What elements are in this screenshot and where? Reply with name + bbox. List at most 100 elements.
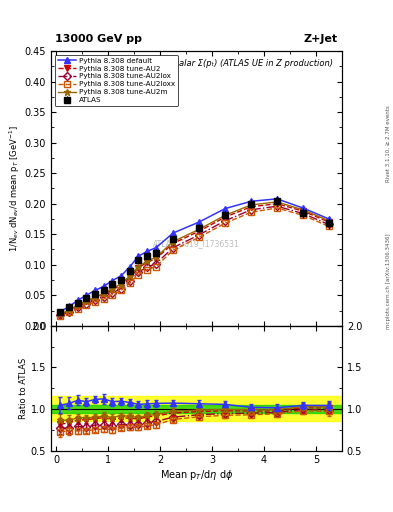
Pythia 8.308 default (76, 297, 81, 303)
Pythia 8.308 tune-AU2loxx (76, 306, 81, 312)
Pythia 8.308 tune-AU2loxx (327, 223, 331, 229)
Pythia 8.308 default (171, 230, 176, 236)
Pythia 8.308 default (110, 278, 115, 284)
Pythia 8.308 default (145, 248, 149, 254)
Pythia 8.308 tune-AU2 (102, 291, 107, 297)
Pythia 8.308 tune-AU2m (249, 202, 253, 208)
Pythia 8.308 tune-AU2loxx (145, 267, 149, 273)
Legend: Pythia 8.308 default, Pythia 8.308 tune-AU2, Pythia 8.308 tune-AU2lox, Pythia 8.: Pythia 8.308 default, Pythia 8.308 tune-… (55, 55, 178, 106)
Pythia 8.308 default (154, 245, 158, 251)
Pythia 8.308 tune-AU2m (154, 254, 158, 261)
Text: 13000 GeV pp: 13000 GeV pp (55, 33, 142, 44)
Pythia 8.308 tune-AU2m (84, 297, 89, 304)
Pythia 8.308 tune-AU2m (197, 226, 202, 232)
Pythia 8.308 tune-AU2 (327, 219, 331, 225)
Pythia 8.308 tune-AU2lox (136, 269, 141, 275)
Pythia 8.308 tune-AU2m (119, 281, 123, 287)
Text: ATLAS_2019_I1736531: ATLAS_2019_I1736531 (153, 239, 240, 248)
Text: Z+Jet: Z+Jet (304, 33, 338, 44)
Pythia 8.308 tune-AU2lox (301, 210, 305, 217)
Pythia 8.308 tune-AU2m (128, 273, 132, 279)
Y-axis label: Ratio to ATLAS: Ratio to ATLAS (19, 357, 28, 419)
Pythia 8.308 tune-AU2lox (223, 218, 228, 224)
Pythia 8.308 tune-AU2 (301, 208, 305, 214)
Pythia 8.308 tune-AU2 (249, 204, 253, 210)
Pythia 8.308 tune-AU2m (110, 286, 115, 292)
Pythia 8.308 tune-AU2lox (128, 278, 132, 284)
Pythia 8.308 tune-AU2lox (197, 232, 202, 238)
Line: Pythia 8.308 tune-AU2m: Pythia 8.308 tune-AU2m (57, 199, 332, 317)
Pythia 8.308 tune-AU2 (58, 312, 63, 318)
Pythia 8.308 tune-AU2m (171, 239, 176, 245)
Pythia 8.308 default (58, 309, 63, 315)
Pythia 8.308 tune-AU2 (197, 228, 202, 234)
Pythia 8.308 default (119, 273, 123, 279)
Pythia 8.308 tune-AU2lox (67, 309, 72, 315)
Pythia 8.308 tune-AU2lox (145, 264, 149, 270)
Text: Scalar Σ(pₜ) (ATLAS UE in Z production): Scalar Σ(pₜ) (ATLAS UE in Z production) (169, 59, 333, 69)
Pythia 8.308 tune-AU2 (84, 298, 89, 305)
Pythia 8.308 tune-AU2loxx (67, 309, 72, 315)
Pythia 8.308 tune-AU2m (275, 199, 279, 205)
Pythia 8.308 default (102, 283, 107, 289)
Pythia 8.308 tune-AU2loxx (275, 205, 279, 211)
Pythia 8.308 tune-AU2 (119, 282, 123, 288)
Pythia 8.308 tune-AU2 (145, 259, 149, 265)
Pythia 8.308 default (301, 205, 305, 211)
Text: Rivet 3.1.10, ≥ 2.7M events: Rivet 3.1.10, ≥ 2.7M events (386, 105, 391, 182)
Pythia 8.308 default (327, 216, 331, 222)
Line: Pythia 8.308 tune-AU2: Pythia 8.308 tune-AU2 (58, 201, 332, 317)
Pythia 8.308 tune-AU2m (93, 294, 97, 300)
Line: Pythia 8.308 tune-AU2lox: Pythia 8.308 tune-AU2lox (58, 203, 332, 318)
Pythia 8.308 tune-AU2loxx (84, 302, 89, 308)
Pythia 8.308 tune-AU2loxx (249, 209, 253, 216)
Pythia 8.308 tune-AU2 (93, 294, 97, 301)
Pythia 8.308 default (275, 196, 279, 202)
Pythia 8.308 tune-AU2m (145, 258, 149, 264)
Pythia 8.308 tune-AU2 (171, 240, 176, 246)
Pythia 8.308 tune-AU2loxx (110, 291, 115, 297)
Pythia 8.308 tune-AU2 (67, 307, 72, 313)
Pythia 8.308 tune-AU2lox (84, 301, 89, 307)
Pythia 8.308 default (93, 287, 97, 293)
Pythia 8.308 default (84, 292, 89, 298)
Line: Pythia 8.308 tune-AU2loxx: Pythia 8.308 tune-AU2loxx (58, 205, 332, 319)
Pythia 8.308 tune-AU2loxx (128, 280, 132, 286)
Pythia 8.308 tune-AU2lox (110, 290, 115, 296)
Pythia 8.308 tune-AU2loxx (154, 264, 158, 270)
Pythia 8.308 tune-AU2lox (102, 294, 107, 300)
Pythia 8.308 tune-AU2lox (119, 286, 123, 292)
Pythia 8.308 tune-AU2m (58, 311, 63, 317)
Pythia 8.308 tune-AU2lox (171, 245, 176, 251)
Pythia 8.308 tune-AU2m (67, 307, 72, 313)
Pythia 8.308 tune-AU2loxx (119, 287, 123, 293)
Pythia 8.308 tune-AU2 (223, 214, 228, 220)
Pythia 8.308 tune-AU2lox (327, 221, 331, 227)
Pythia 8.308 tune-AU2loxx (171, 247, 176, 253)
Pythia 8.308 tune-AU2m (301, 207, 305, 213)
Pythia 8.308 default (223, 205, 228, 211)
Pythia 8.308 tune-AU2m (76, 302, 81, 308)
Pythia 8.308 tune-AU2 (154, 255, 158, 262)
Pythia 8.308 default (197, 219, 202, 225)
Y-axis label: 1/N$_{ev}$ dN$_{ev}$/d mean p$_T$ [GeV$^{-1}$]: 1/N$_{ev}$ dN$_{ev}$/d mean p$_T$ [GeV$^… (7, 125, 22, 252)
Pythia 8.308 tune-AU2lox (76, 304, 81, 310)
Pythia 8.308 tune-AU2loxx (58, 313, 63, 319)
Pythia 8.308 tune-AU2loxx (197, 234, 202, 240)
Pythia 8.308 default (67, 303, 72, 309)
Pythia 8.308 tune-AU2m (223, 212, 228, 219)
Pythia 8.308 tune-AU2lox (58, 312, 63, 318)
Pythia 8.308 tune-AU2m (327, 218, 331, 224)
X-axis label: Mean p$_T$/d$\eta$ d$\phi$: Mean p$_T$/d$\eta$ d$\phi$ (160, 468, 233, 482)
Pythia 8.308 tune-AU2lox (154, 261, 158, 267)
Pythia 8.308 tune-AU2 (76, 303, 81, 309)
Pythia 8.308 tune-AU2loxx (136, 271, 141, 278)
Pythia 8.308 tune-AU2 (128, 274, 132, 280)
Pythia 8.308 tune-AU2loxx (223, 220, 228, 226)
Pythia 8.308 tune-AU2lox (93, 297, 97, 303)
Pythia 8.308 tune-AU2 (275, 201, 279, 207)
Text: mcplots.cern.ch [arXiv:1306.3436]: mcplots.cern.ch [arXiv:1306.3436] (386, 234, 391, 329)
Pythia 8.308 tune-AU2lox (275, 203, 279, 209)
Line: Pythia 8.308 default: Pythia 8.308 default (58, 196, 332, 314)
Pythia 8.308 default (249, 198, 253, 204)
